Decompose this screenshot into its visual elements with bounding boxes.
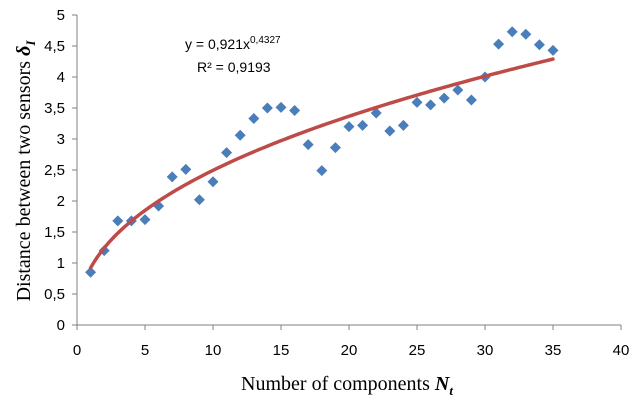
x-tick-label: 5 <box>141 342 149 359</box>
y-tick-label: 3,5 <box>44 100 65 117</box>
trendline-r-squared: R² = 0,9193 <box>197 59 271 75</box>
y-tick-label: 2,5 <box>44 162 65 179</box>
x-tick-label: 25 <box>409 342 426 359</box>
trendline-equation-base: y = 0,921x <box>185 36 250 52</box>
x-tick-label: 15 <box>273 342 290 359</box>
data-point-diamond <box>221 147 233 159</box>
y-tick-label: 1 <box>57 255 65 272</box>
y-axis-title: Distance between two sensors δI <box>13 40 38 302</box>
y-tick-label: 5 <box>57 7 65 24</box>
x-axis-title-symbol: N <box>434 373 451 395</box>
data-point-diamond <box>452 84 464 96</box>
trendline-equation-exponent: 0,4327 <box>250 35 281 46</box>
data-point-diamond <box>370 107 382 119</box>
x-tick-label: 30 <box>477 342 494 359</box>
data-point-diamond <box>112 215 124 227</box>
x-tick-label: 0 <box>73 342 81 359</box>
y-axis-title-symbol: δ <box>13 46 35 56</box>
x-tick-label: 20 <box>341 342 358 359</box>
data-point-diamond <box>85 266 97 278</box>
data-point-diamond <box>384 125 396 137</box>
data-point-diamond <box>248 113 260 125</box>
y-tick-label: 4 <box>57 69 65 86</box>
x-axis-ticks: 0 5 10 15 20 25 30 35 40 <box>73 325 629 359</box>
y-tick-label: 3 <box>57 131 65 148</box>
data-point-diamond <box>180 163 192 175</box>
data-point-diamond <box>343 121 355 133</box>
data-point-diamond <box>411 96 423 108</box>
data-point-diamond <box>139 214 151 226</box>
y-tick-label: 4,5 <box>44 38 65 55</box>
data-point-diamond <box>438 92 450 104</box>
trendline-equation: y = 0,921x0,4327 <box>185 35 281 52</box>
data-point-diamond <box>193 194 205 206</box>
y-tick-label: 0,5 <box>44 286 65 303</box>
x-axis-title: Number of components Nt <box>241 373 453 398</box>
data-point-diamond <box>493 38 505 50</box>
y-tick-label: 2 <box>57 193 65 210</box>
data-point-diamond <box>302 139 314 151</box>
data-point-diamond <box>207 176 219 188</box>
x-tick-label: 10 <box>205 342 222 359</box>
data-point-diamond <box>329 142 341 154</box>
y-tick-label: 1,5 <box>44 224 65 241</box>
data-point-diamond <box>234 129 246 141</box>
y-axis-title-text: Distance between two sensors <box>13 61 35 302</box>
data-point-diamond <box>357 119 369 131</box>
data-point-diamond <box>465 94 477 106</box>
data-point-diamond <box>533 39 545 51</box>
data-point-diamond <box>425 99 437 111</box>
x-axis-title-text: Number of components <box>241 373 430 395</box>
data-points <box>85 26 559 278</box>
x-axis-title-subscript: t <box>449 383 453 398</box>
data-point-diamond <box>397 119 409 131</box>
data-point-diamond <box>275 101 287 113</box>
data-point-diamond <box>547 44 559 56</box>
y-tick-label: 0 <box>57 317 65 334</box>
y-axis-title-subscript: I <box>23 40 38 47</box>
x-tick-label: 40 <box>613 342 629 359</box>
data-point-diamond <box>316 165 328 177</box>
data-point-diamond <box>261 102 273 114</box>
data-point-diamond <box>166 171 178 183</box>
data-point-diamond <box>520 28 532 40</box>
data-point-diamond <box>289 104 301 116</box>
power-trendline <box>88 57 555 270</box>
data-point-diamond <box>506 26 518 38</box>
x-tick-label: 35 <box>545 342 562 359</box>
y-axis-ticks: 0 0,5 1 1,5 2 2,5 3 3,5 4 4,5 5 <box>44 7 77 334</box>
